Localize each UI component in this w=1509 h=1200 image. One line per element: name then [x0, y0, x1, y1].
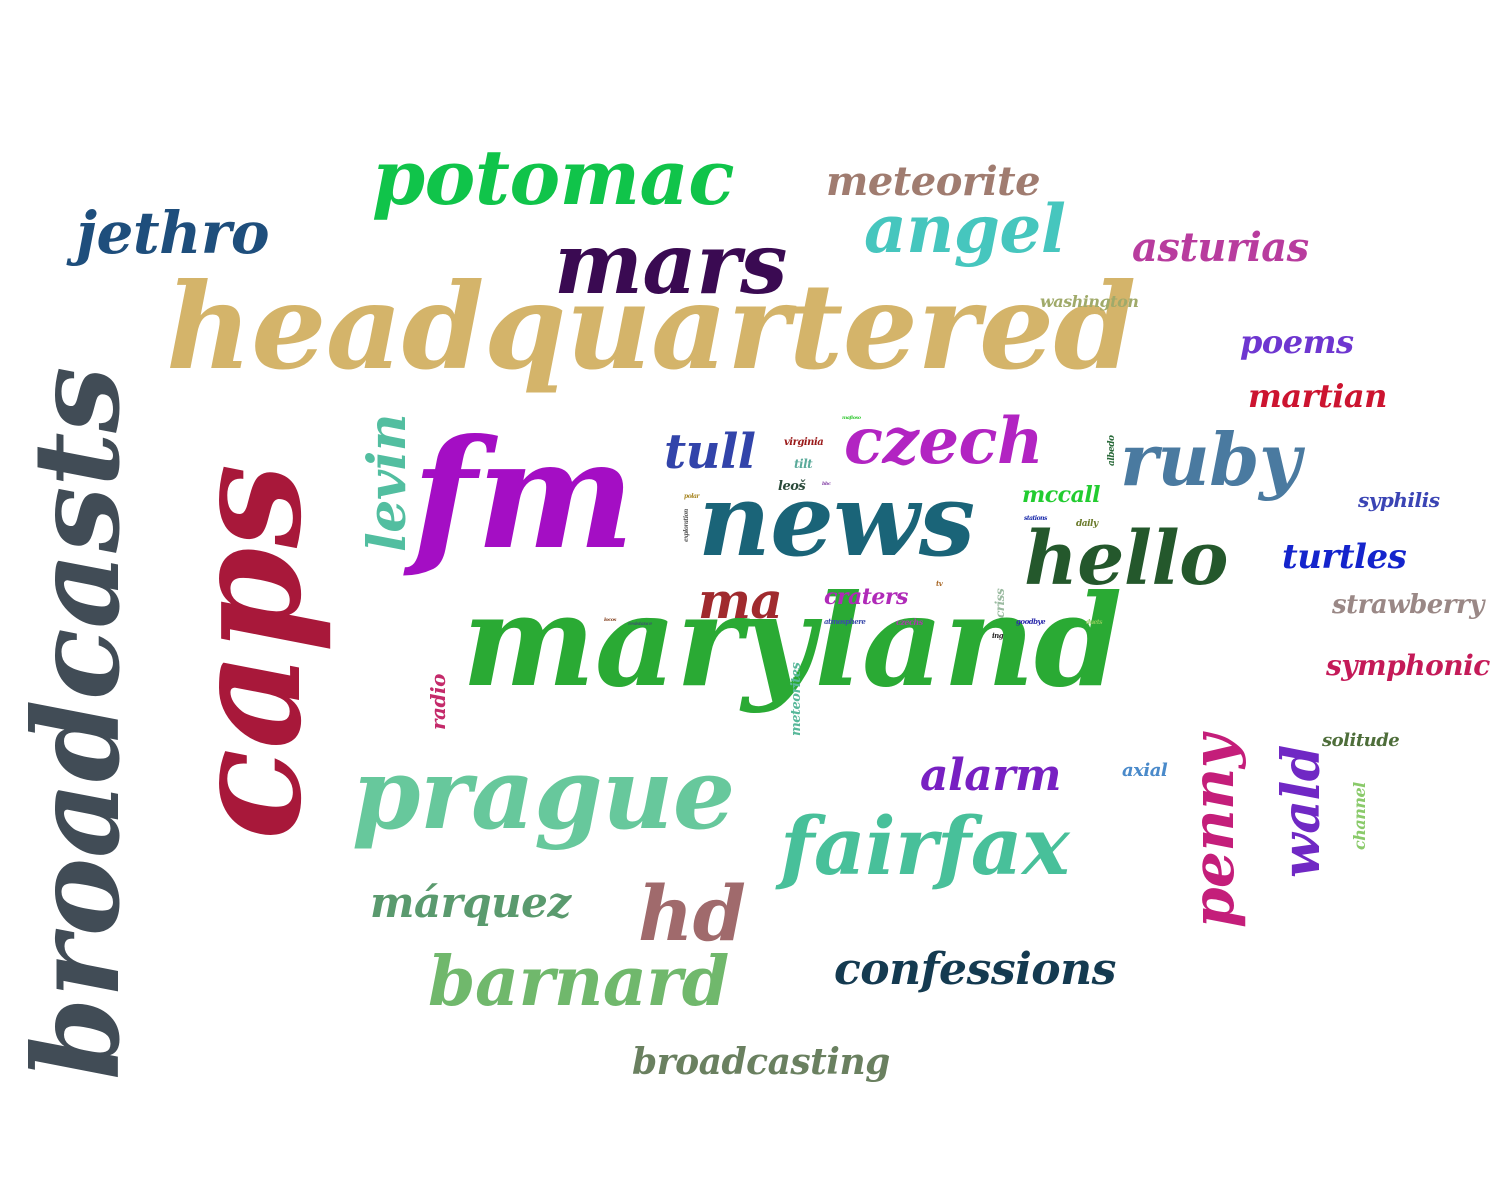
word-duets: duets	[1086, 619, 1103, 626]
word-atmosphere: atmosphere	[824, 617, 866, 626]
word-daily: daily	[1076, 519, 1098, 529]
word-fairfax: fairfax	[780, 799, 1070, 893]
word-radio: radio	[426, 674, 450, 730]
word-news: news	[698, 461, 975, 579]
word-bbc: bbc	[822, 481, 831, 487]
word-stations: stations	[1024, 515, 1047, 522]
word-ma: ma	[698, 571, 783, 630]
word-albedo: albedo	[1107, 435, 1117, 466]
word-angel: angel	[864, 190, 1066, 268]
word-syphilis: syphilis	[1358, 488, 1440, 512]
word-broadcasting: broadcasting	[632, 1041, 890, 1083]
word-washington: washington	[1040, 292, 1139, 311]
word-broadcasts: broadcasts	[7, 366, 146, 1080]
word-ing: ing	[992, 631, 1004, 640]
word-wald: wald	[1271, 745, 1332, 878]
word-headquartered: headquartered	[166, 257, 1136, 396]
word-solitude: solitude	[1322, 730, 1400, 751]
word-polar: polar	[684, 493, 700, 500]
word-levin: levin	[357, 413, 418, 552]
word-maryland: maryland	[462, 567, 1122, 715]
word-criss: criss	[993, 588, 1007, 618]
word-penny: penny	[1179, 735, 1247, 928]
word-resistance: resistance	[628, 621, 652, 627]
word-mars: mars	[554, 214, 787, 313]
word-meteorite: meteorite	[826, 158, 1041, 205]
word-alarm: alarm	[920, 750, 1061, 801]
word-marquez: márquez	[370, 878, 571, 927]
word-leos: leoš	[778, 479, 806, 494]
word-poems: poems	[1240, 323, 1354, 361]
word-tv: tv	[936, 579, 943, 588]
word-potomac: potomac	[372, 133, 735, 222]
word-turtles: turtles	[1282, 537, 1407, 577]
word-mafioso: mafioso	[842, 415, 861, 421]
word-fm: fm	[412, 407, 635, 583]
word-goodbye: goodbye	[1016, 617, 1046, 626]
word-barnard: barnard	[428, 942, 729, 1022]
word-asturias: asturias	[1132, 224, 1309, 271]
word-virginia: virginia	[784, 437, 824, 448]
word-confessions: confessions	[834, 944, 1116, 995]
word-prague: prague	[352, 737, 735, 852]
word-ruby: ruby	[1120, 417, 1301, 502]
word-meteorites: meteorites	[789, 662, 804, 736]
word-channel: channel	[1350, 782, 1369, 850]
word-jethro: jethro	[76, 199, 270, 267]
word-tull: tull	[664, 424, 756, 480]
word-czechs: czechs	[896, 617, 923, 627]
word-hd: hd	[638, 869, 746, 958]
word-mccall: mccall	[1022, 482, 1101, 508]
word-locos: locos	[604, 617, 616, 623]
word-craters: craters	[824, 584, 908, 610]
word-martian: martian	[1248, 377, 1387, 415]
word-strawberry: strawberry	[1332, 590, 1484, 620]
word-czech: czech	[844, 404, 1044, 479]
word-axial: axial	[1122, 760, 1168, 781]
word-symphonic: symphonic	[1326, 649, 1490, 682]
word-caps: caps	[159, 464, 335, 840]
word-hello: hello	[1024, 516, 1228, 602]
word-tilt: tilt	[794, 457, 813, 471]
word-exploration: exploration	[683, 509, 690, 542]
